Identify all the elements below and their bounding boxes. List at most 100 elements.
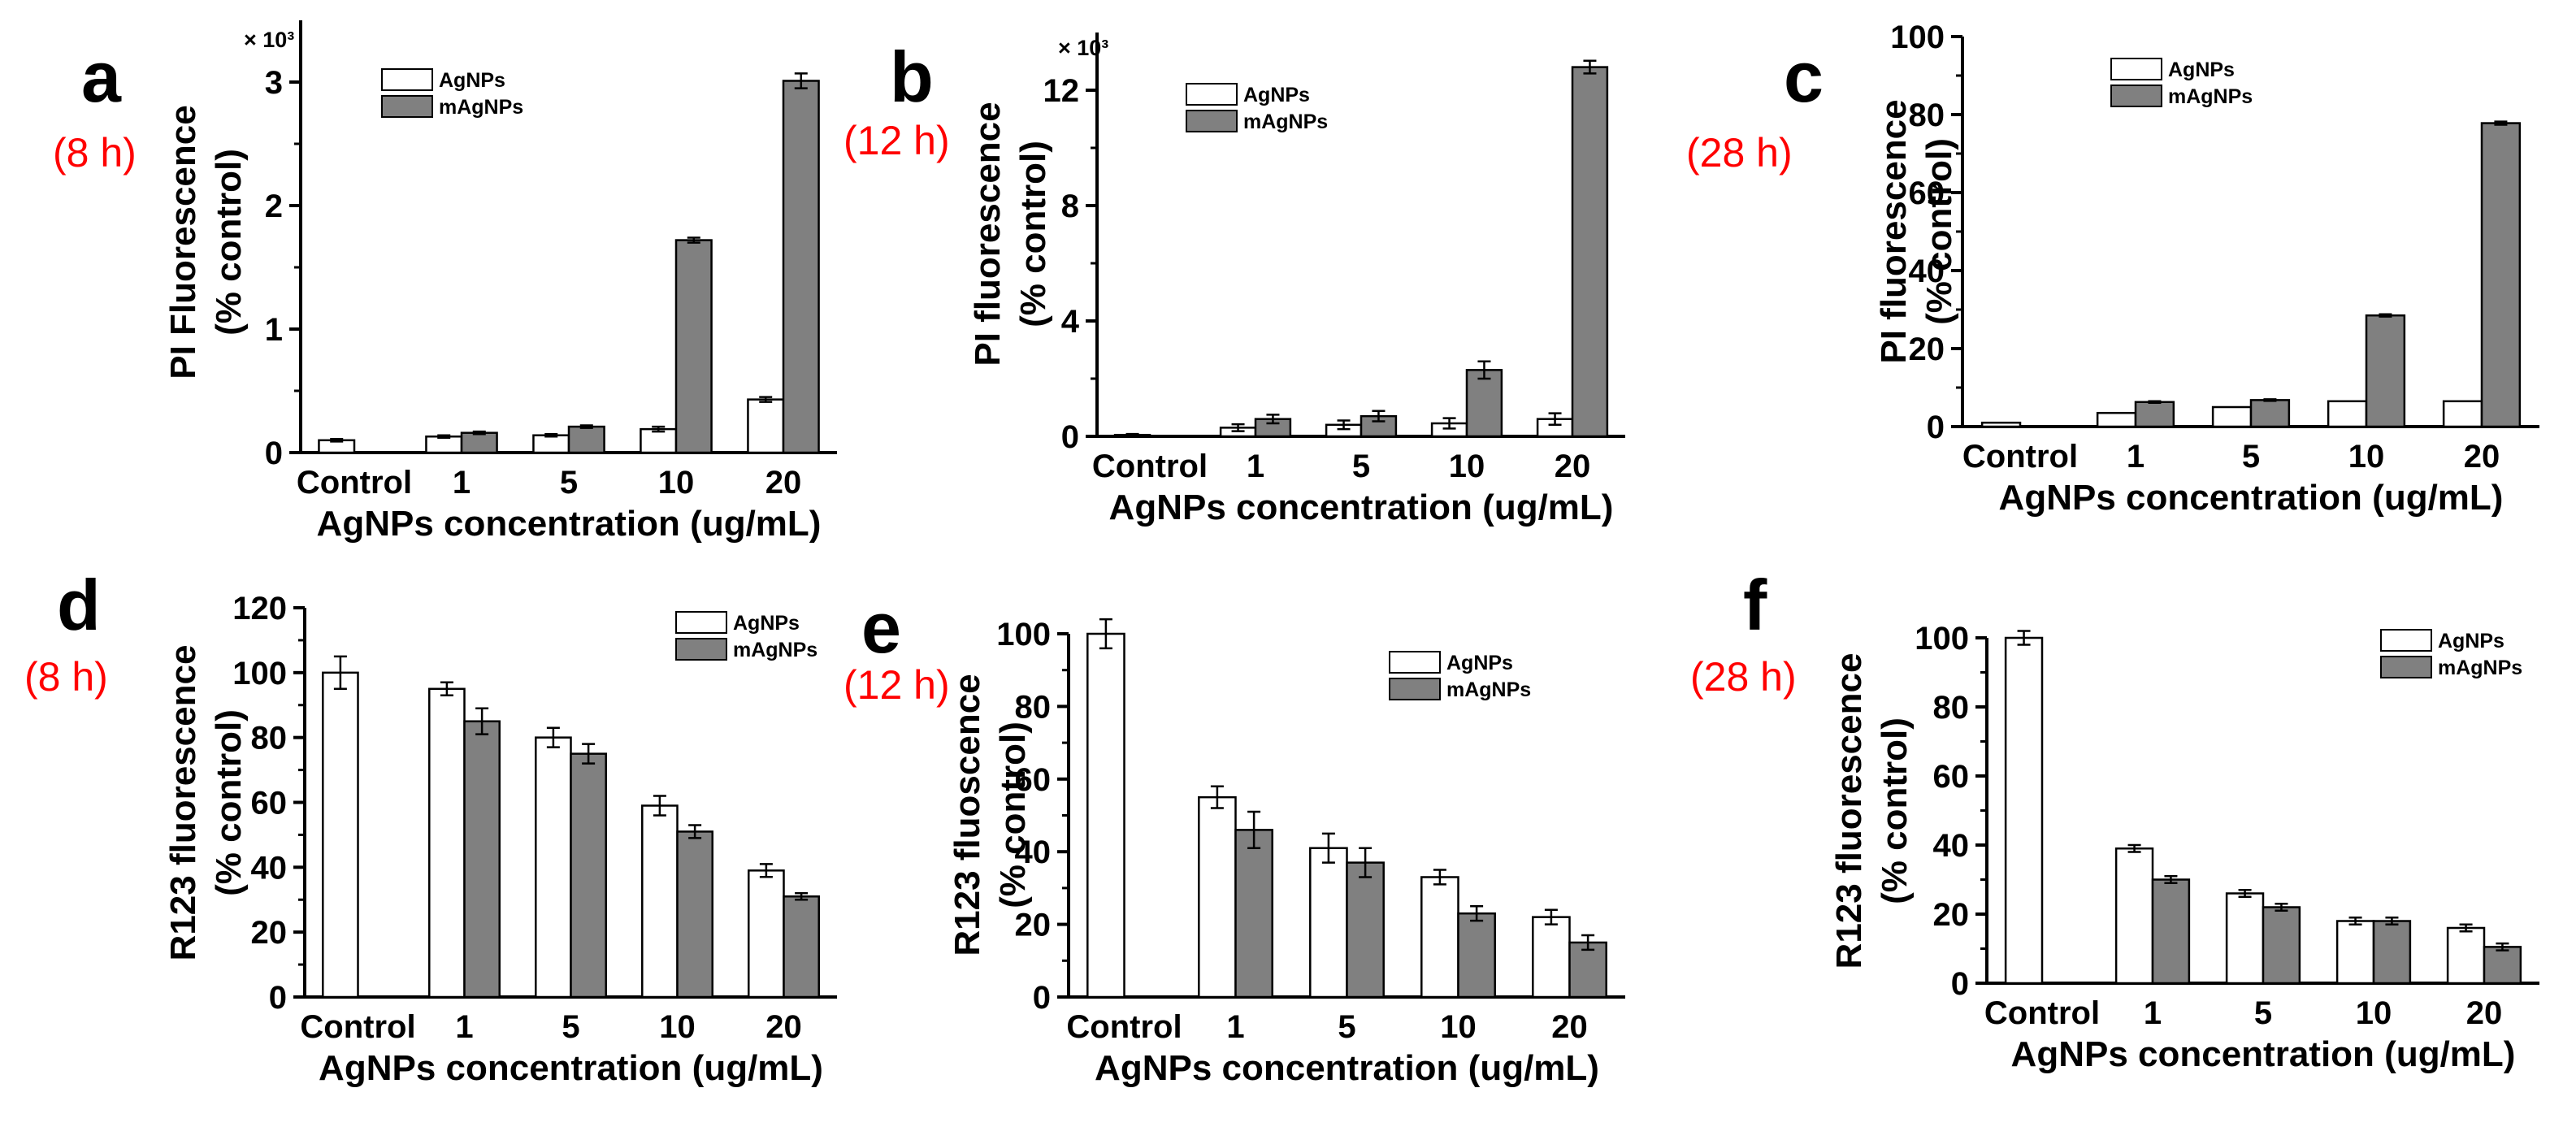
panel-f-y-tick-label: 40	[1933, 828, 1970, 864]
panel-c-x-tick-label: 10	[2348, 439, 2385, 475]
panel-e-x-tick-label: 5	[1338, 1009, 1355, 1045]
panel-b-legend-label: mAgNPs	[1243, 111, 1328, 133]
panel-c-bar-agnps	[2211, 405, 2253, 428]
panel-e-x-label: AgNPs concentration (ug/mL)	[1095, 1048, 1599, 1088]
panel-d-x-tick-label: 5	[562, 1009, 579, 1045]
panel-e-legend-swatch	[1389, 678, 1441, 700]
panel-f-bar-agnps	[2446, 926, 2486, 985]
panel-d-legend-label: mAgNPs	[733, 639, 817, 661]
panel-e-bar-magnps	[1457, 912, 1496, 999]
panel-f-y-label-unit: (% control)	[1875, 717, 1915, 904]
panel-a-bar-magnps	[782, 80, 820, 454]
panel-c-y-tick-label: 100	[1890, 20, 1945, 55]
panel-d-bar-agnps	[322, 671, 359, 999]
panel-a-y-tick-label: 1	[265, 312, 283, 348]
panel-d-y-tick-label: 120	[232, 591, 287, 626]
panel-e-letter: e	[861, 587, 901, 668]
panel-c-bar-magnps	[2249, 399, 2291, 428]
panel-a-x-label: AgNPs concentration (ug/mL)	[317, 504, 822, 544]
panel-b-x-tick-label: 10	[1449, 449, 1485, 484]
panel-c-legend-swatch	[2110, 85, 2162, 107]
panel-c-x-tick-label: Control	[1962, 439, 2078, 475]
panel-b-bar-magnps	[1571, 66, 1609, 438]
panel-e-legend-label: mAgNPs	[1446, 678, 1531, 701]
panel-a-bar-magnps	[460, 431, 498, 454]
panel-e-x-tick-label: Control	[1066, 1009, 1182, 1045]
panel-d-legend-swatch	[675, 638, 727, 661]
panel-c-bar-agnps	[2096, 411, 2137, 428]
panel-c-bar-magnps	[2134, 401, 2175, 428]
panel-b-time-label: (12 h)	[843, 118, 950, 163]
panel-e-y-label-unit: (% control)	[993, 722, 1033, 908]
panel-a-time-label: (8 h)	[53, 130, 137, 176]
panel-a-y-tick-label: 2	[265, 189, 283, 224]
panel-e-bar-agnps	[1309, 847, 1348, 999]
panel-a-legend-swatch	[381, 68, 433, 91]
panel-e-y-label: R123 fluoscence	[948, 674, 987, 956]
panel-a-bar-agnps	[640, 427, 678, 454]
panel-a-x-tick-label: Control	[297, 465, 412, 501]
panel-e-bar-magnps	[1234, 829, 1273, 999]
panel-e-x-tick-label: 10	[1440, 1009, 1477, 1045]
panel-f-x-label: AgNPs concentration (ug/mL)	[2011, 1034, 2516, 1074]
panel-f-bar-magnps	[2372, 920, 2412, 985]
panel-d-bar-magnps	[570, 752, 607, 999]
panel-c-x-tick-label: 5	[2242, 439, 2260, 475]
panel-c-legend-swatch	[2110, 58, 2162, 80]
panel-d-time-label: (8 h)	[24, 654, 108, 700]
panel-d-y-tick-label: 20	[251, 915, 288, 951]
panel-b-x-tick-label: 20	[1555, 449, 1591, 484]
panel-c-bar-magnps	[2480, 122, 2522, 428]
panel-a-letter: a	[81, 37, 122, 117]
panel-e-bar-agnps	[1420, 876, 1459, 999]
panel-a-x-tick-label: 20	[765, 465, 802, 501]
panel-a-multiplier: × 10³	[244, 28, 294, 52]
panel-c-bar-magnps	[2365, 314, 2406, 428]
panel-a-legend-label: AgNPs	[439, 69, 505, 92]
panel-b-y-label-unit: (% control)	[1013, 141, 1053, 327]
panel-e-legend-swatch	[1389, 651, 1441, 674]
panel-b-y-tick-label: 8	[1061, 189, 1079, 224]
panel-e-bar-magnps	[1346, 861, 1385, 999]
panel-f-y-tick-label: 80	[1933, 690, 1970, 726]
panel-f-time-label: (28 h)	[1690, 654, 1797, 700]
panel-b-y-tick-label: 0	[1061, 419, 1079, 455]
panel-a-legend-swatch	[381, 95, 433, 118]
panel-f-bar-agnps	[2004, 636, 2044, 985]
panel-e-time-label: (12 h)	[843, 662, 950, 708]
panel-c-y-tick-label: 40	[1909, 254, 1945, 289]
panel-f-y-tick-label: 20	[1933, 897, 1970, 933]
panel-d-x-label: AgNPs concentration (ug/mL)	[319, 1048, 823, 1088]
panel-f-legend-swatch	[2380, 629, 2432, 652]
panel-d-bar-agnps	[748, 869, 785, 999]
panel-c-y-label-unit: (% control)	[1919, 138, 1959, 325]
panel-b-legend-label: AgNPs	[1243, 84, 1310, 106]
panel-f-bar-magnps	[2151, 878, 2191, 985]
panel-c-y-tick-label: 60	[1909, 176, 1945, 211]
panel-a-bar-agnps	[747, 398, 785, 454]
panel-b-letter: b	[890, 37, 934, 117]
panel-f-x-tick-label: 10	[2356, 995, 2392, 1031]
panel-e-bar-agnps	[1086, 632, 1125, 999]
panel-a-y-label: PI Fluorescence	[163, 105, 203, 379]
panel-c-bar-agnps	[2442, 400, 2483, 428]
panel-c-bar-agnps	[2327, 400, 2368, 428]
panel-f-x-tick-label: 1	[2144, 995, 2162, 1031]
panel-b-multiplier: × 10³	[1058, 36, 1108, 60]
panel-d-bar-magnps	[783, 895, 820, 999]
panel-d-x-tick-label: 10	[659, 1009, 696, 1045]
panel-f-letter: f	[1743, 565, 1767, 645]
panel-d-bar-agnps	[428, 687, 466, 999]
panel-b-y-label: PI fluorescence	[968, 102, 1008, 366]
panel-c-y-tick-label: 0	[1927, 410, 1945, 445]
panel-a-bar-magnps	[674, 239, 713, 454]
panel-b-x-label: AgNPs concentration (ug/mL)	[1109, 488, 1614, 527]
panel-f-y-tick-label: 100	[1915, 621, 1969, 657]
panel-e-bar-agnps	[1198, 795, 1237, 999]
panel-b-y-tick-label: 12	[1043, 73, 1080, 109]
panel-e-x-tick-label: 20	[1551, 1009, 1588, 1045]
panel-a-y-tick-label: 3	[265, 65, 283, 101]
panel-a-bar-magnps	[567, 425, 605, 454]
panel-e-y-tick-label: 40	[1015, 834, 1052, 870]
panel-e-y-tick-label: 100	[996, 617, 1051, 652]
